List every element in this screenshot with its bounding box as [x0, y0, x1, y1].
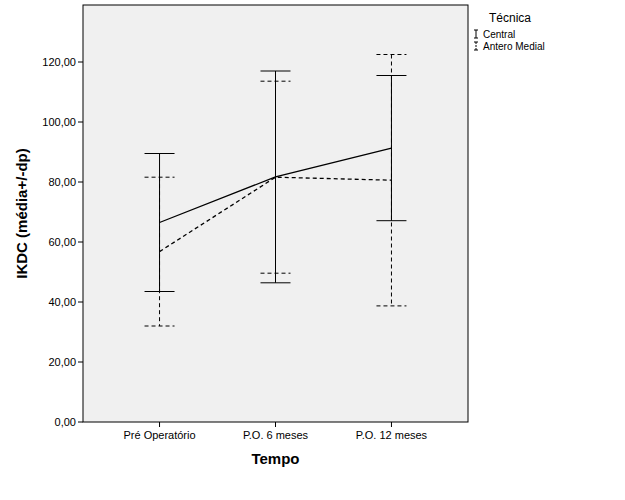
x-tick-label: Pré Operatório — [123, 429, 195, 441]
error-cap-bottom — [145, 326, 175, 327]
chart: 0,00 20,00 40,00 60,00 80,00 100,00 120,00 Pré … — [0, 0, 625, 500]
legend-icon — [474, 50, 478, 51]
data-group — [145, 55, 407, 327]
y-axis-label: IKDC (média+/-dp) — [13, 148, 30, 278]
error-cap-bottom — [376, 305, 406, 306]
error-cap-bottom — [261, 273, 291, 274]
y-tick-label: 20,00 — [48, 356, 76, 368]
x-tick — [159, 422, 160, 427]
error-cap-top — [376, 54, 406, 55]
y-tick — [78, 182, 83, 183]
y-tick — [78, 122, 83, 123]
error-bar — [391, 55, 392, 306]
legend-label: Central — [483, 29, 515, 40]
legend-icon — [474, 38, 478, 39]
legend-title: Técnica — [489, 11, 531, 25]
y-tick-label: 100,00 — [42, 116, 76, 128]
plot-area — [83, 5, 468, 422]
error-bar — [275, 71, 276, 283]
y-tick — [78, 362, 83, 363]
x-axis-label: Tempo — [251, 450, 299, 467]
error-bar — [275, 81, 276, 273]
y-tick-label: 120,00 — [42, 56, 76, 68]
x-tick — [391, 422, 392, 427]
error-bar — [159, 177, 160, 326]
y-tick-label: 60,00 — [48, 236, 76, 248]
legend-label: Antero Medial — [483, 41, 545, 52]
x-tick-label: P.O. 6 meses — [243, 429, 309, 441]
error-cap-top — [145, 153, 175, 154]
error-cap-bottom — [261, 282, 291, 283]
y-tick — [78, 242, 83, 243]
legend-icon — [476, 42, 477, 50]
y-tick-label: 40,00 — [48, 296, 76, 308]
y-tick-label: 80,00 — [48, 176, 76, 188]
legend-icon — [474, 42, 478, 43]
x-tick-label: P.O. 12 meses — [356, 429, 428, 441]
y-tick — [78, 302, 83, 303]
x-tick — [275, 422, 276, 427]
legend-icon — [474, 30, 478, 31]
error-cap-top — [261, 81, 291, 82]
y-tick — [78, 62, 83, 63]
y-tick — [78, 422, 83, 423]
error-cap-bottom — [376, 220, 406, 221]
error-cap-top — [261, 71, 291, 72]
error-cap-top — [145, 177, 175, 178]
y-tick-label: 0,00 — [55, 416, 76, 428]
legend-icon — [476, 30, 477, 38]
